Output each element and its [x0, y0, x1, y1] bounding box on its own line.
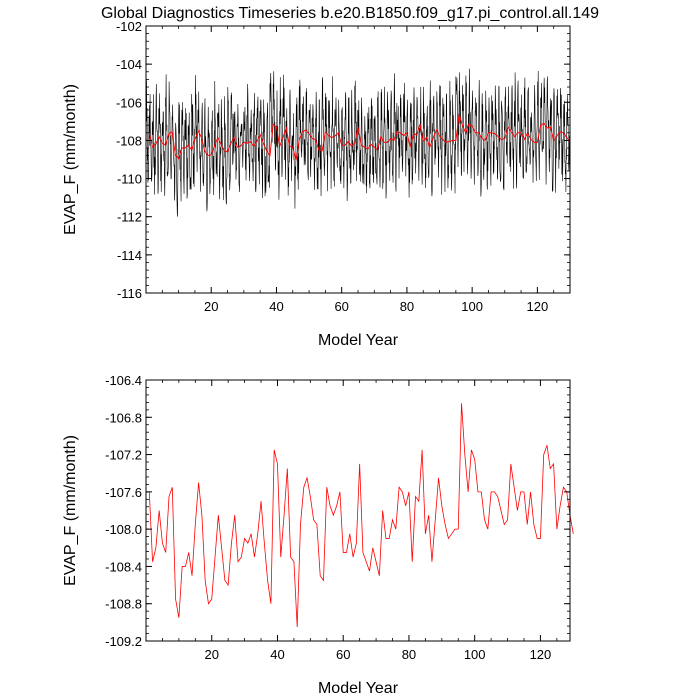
y-tick-label: -112	[117, 210, 142, 225]
annual-mean-series-line	[148, 114, 571, 161]
y-axis-label: EVAP_F (mm/month)	[62, 84, 79, 235]
y-tick-label: -108.8	[105, 597, 142, 612]
x-tick-label: 60	[336, 647, 350, 662]
x-tick-label: 80	[400, 299, 414, 314]
y-tick-label: -108.4	[105, 559, 142, 574]
chart-title: Global Diagnostics Timeseries b.e20.B185…	[101, 5, 599, 22]
plot-frame	[145, 379, 571, 642]
x-tick-label: 80	[402, 647, 416, 662]
y-tick-label: -108	[116, 133, 142, 148]
y-tick-label: -114	[117, 248, 142, 263]
y-tick-label: -104	[116, 57, 142, 72]
y-tick-label: -106.4	[105, 373, 142, 388]
x-axis-label: Model Year	[318, 680, 399, 697]
x-tick-label: 120	[530, 647, 552, 662]
x-tick-label: 20	[204, 299, 218, 314]
x-tick-label: 120	[527, 299, 549, 314]
y-tick-label: -106.8	[105, 410, 142, 425]
x-tick-label: 100	[461, 299, 483, 314]
monthly-series-line	[145, 68, 571, 217]
x-tick-label: 60	[334, 299, 348, 314]
y-tick-label: -102	[116, 19, 142, 34]
y-tick-label: -107.2	[105, 448, 142, 463]
x-tick-label: 40	[269, 299, 283, 314]
y-tick-label: -106	[116, 95, 142, 110]
y-tick-label: -109.2	[105, 634, 142, 649]
y-tick-label: -110	[117, 172, 142, 187]
x-tick-label: 100	[464, 647, 486, 662]
timeseries-panel-annual: 20 40 60 80 100 120 -109.2 -108.8 -108.4 -108.0 -1…	[62, 373, 574, 697]
x-tick-label: 40	[270, 647, 284, 662]
y-tick-label: -108.0	[105, 522, 142, 537]
y-tick-label: -107.6	[105, 485, 142, 500]
x-tick-label: 20	[205, 647, 219, 662]
y-tick-label: -116	[117, 286, 142, 301]
timeseries-panel-monthly: 20 40 60 80 100 120 -116 -114 -112 -110 -108 -106 -1…	[62, 19, 571, 349]
x-axis-label: Model Year	[318, 332, 399, 349]
y-axis-label: EVAP_F (mm/month)	[62, 435, 79, 586]
annual-mean-series-line	[148, 403, 574, 628]
